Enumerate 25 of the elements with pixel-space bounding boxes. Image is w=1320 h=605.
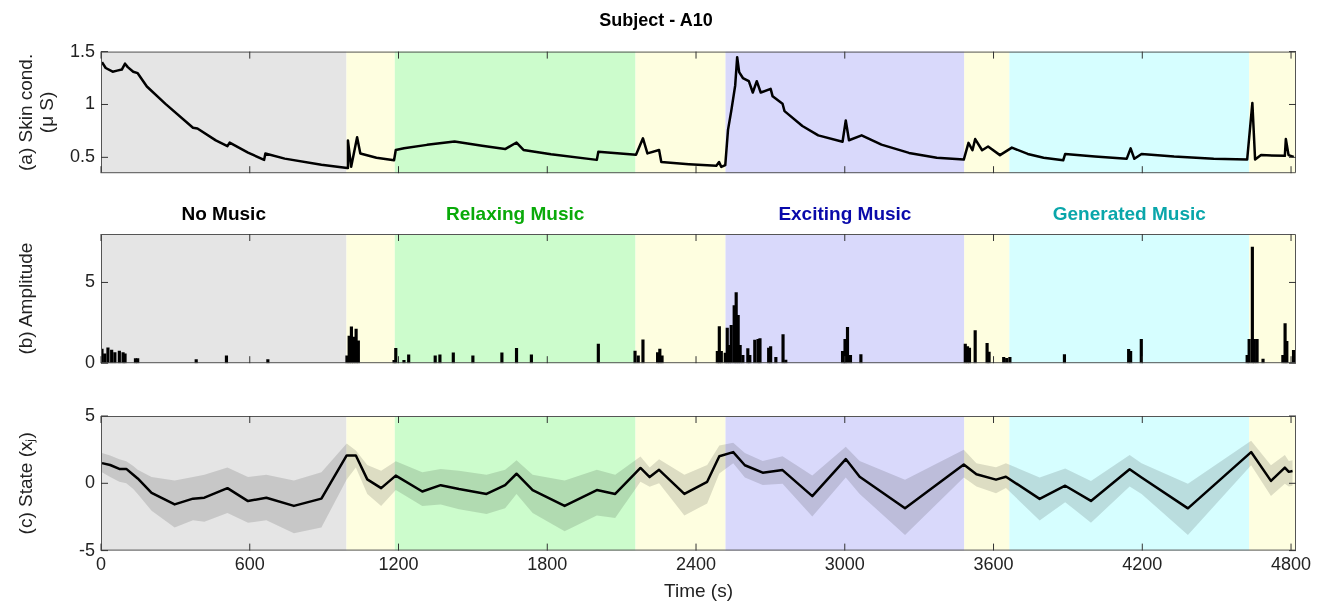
band-label: Exciting Music	[778, 202, 912, 224]
band-label: No Music	[181, 202, 267, 224]
x-axis-title: Time (s)	[664, 579, 733, 601]
y-axis-title: (b) Amplitude	[14, 242, 36, 355]
y-tick-label: 0	[84, 472, 95, 493]
x-tick-label: 600	[234, 554, 265, 575]
y-axis-title: (a) Skin cond. (μ S)	[14, 53, 57, 172]
y-axis-title: (c) State (xⱼ)	[14, 432, 37, 535]
x-tick-label: 2400	[676, 554, 717, 575]
x-tick-label: 3000	[824, 554, 865, 575]
x-tick-label: 4200	[1122, 554, 1163, 575]
y-tick-label: 0.5	[69, 146, 95, 167]
x-tick-label: 1200	[378, 554, 419, 575]
band-label: Generated Music	[1052, 202, 1207, 224]
y-tick-label: -5	[78, 539, 95, 560]
y-tick-label: 5	[84, 404, 95, 425]
x-tick-label: 4800	[1271, 554, 1312, 575]
chart-title: Subject - A10	[599, 9, 713, 30]
y-tick-label: 1	[84, 93, 95, 114]
x-tick-label: 3600	[973, 554, 1014, 575]
band-label: Relaxing Music	[446, 202, 585, 224]
x-tick-label: 1800	[527, 554, 568, 575]
y-tick-label: 5	[84, 271, 95, 292]
y-tick-label: 0	[84, 352, 95, 373]
y-tick-label: 1.5	[69, 40, 95, 61]
